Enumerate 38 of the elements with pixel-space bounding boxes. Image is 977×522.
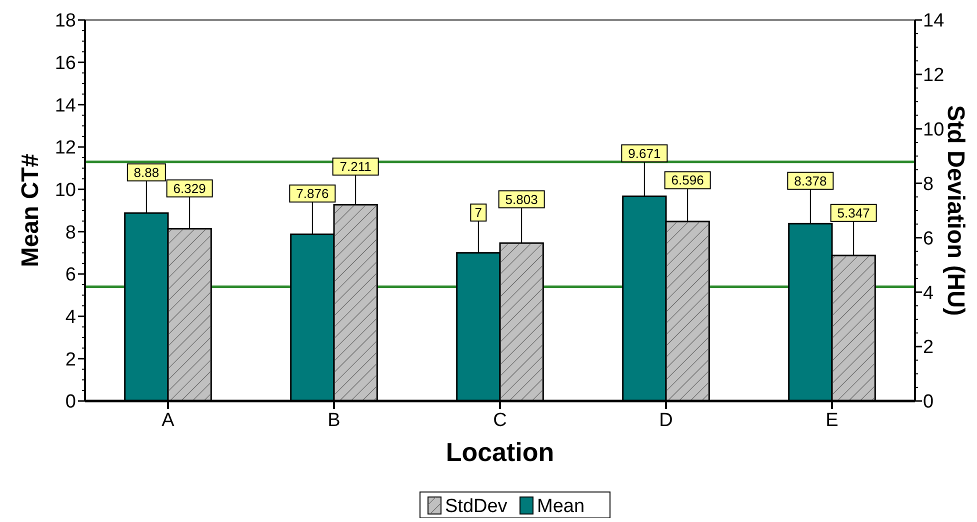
- data-label: 5.347: [837, 205, 870, 220]
- y-axis-title: Mean CT#: [17, 154, 44, 268]
- y-tick-label: 8: [65, 222, 76, 244]
- x-axis-title: Location: [446, 437, 554, 467]
- y-tick-label: 0: [65, 392, 76, 413]
- y-tick-label: 4: [65, 306, 76, 328]
- y-tick-label: 6: [65, 264, 76, 286]
- legend-label: StdDev: [445, 496, 508, 517]
- x-tick-label: A: [162, 410, 175, 431]
- y2-tick-label: 6: [923, 228, 934, 250]
- y-tick-label: 2: [65, 349, 76, 370]
- y2-tick-label: 12: [923, 65, 944, 86]
- data-label: 7.876: [296, 186, 329, 202]
- data-label: 6.596: [671, 172, 704, 188]
- legend-label: Mean: [537, 496, 585, 517]
- y2-tick-label: 0: [923, 392, 934, 413]
- data-label: 8.88: [134, 164, 160, 180]
- data-label: 6.329: [173, 180, 206, 196]
- y-tick-label: 18: [54, 10, 76, 32]
- y-tick-label: 10: [54, 180, 76, 201]
- x-tick-label: C: [493, 410, 507, 431]
- data-label: 8.378: [794, 173, 827, 188]
- y2-tick-label: 4: [923, 282, 934, 304]
- x-tick-label: B: [328, 410, 340, 431]
- data-label: 5.803: [505, 192, 538, 207]
- y-tick-label: 14: [54, 95, 76, 116]
- y2-tick-label: 8: [923, 174, 934, 195]
- y2-axis-title: Std Deviation (HU): [942, 105, 969, 316]
- x-tick-label: D: [659, 410, 673, 431]
- y2-tick-label: 14: [923, 10, 945, 32]
- data-label: 7.211: [340, 159, 372, 174]
- data-label: 9.671: [628, 146, 661, 161]
- x-tick-label: E: [826, 410, 838, 431]
- y-tick-label: 12: [54, 138, 76, 159]
- y2-tick-label: 2: [923, 337, 934, 358]
- data-label: 7: [474, 205, 482, 220]
- y-tick-label: 16: [54, 52, 76, 74]
- y2-tick-label: 10: [923, 120, 944, 141]
